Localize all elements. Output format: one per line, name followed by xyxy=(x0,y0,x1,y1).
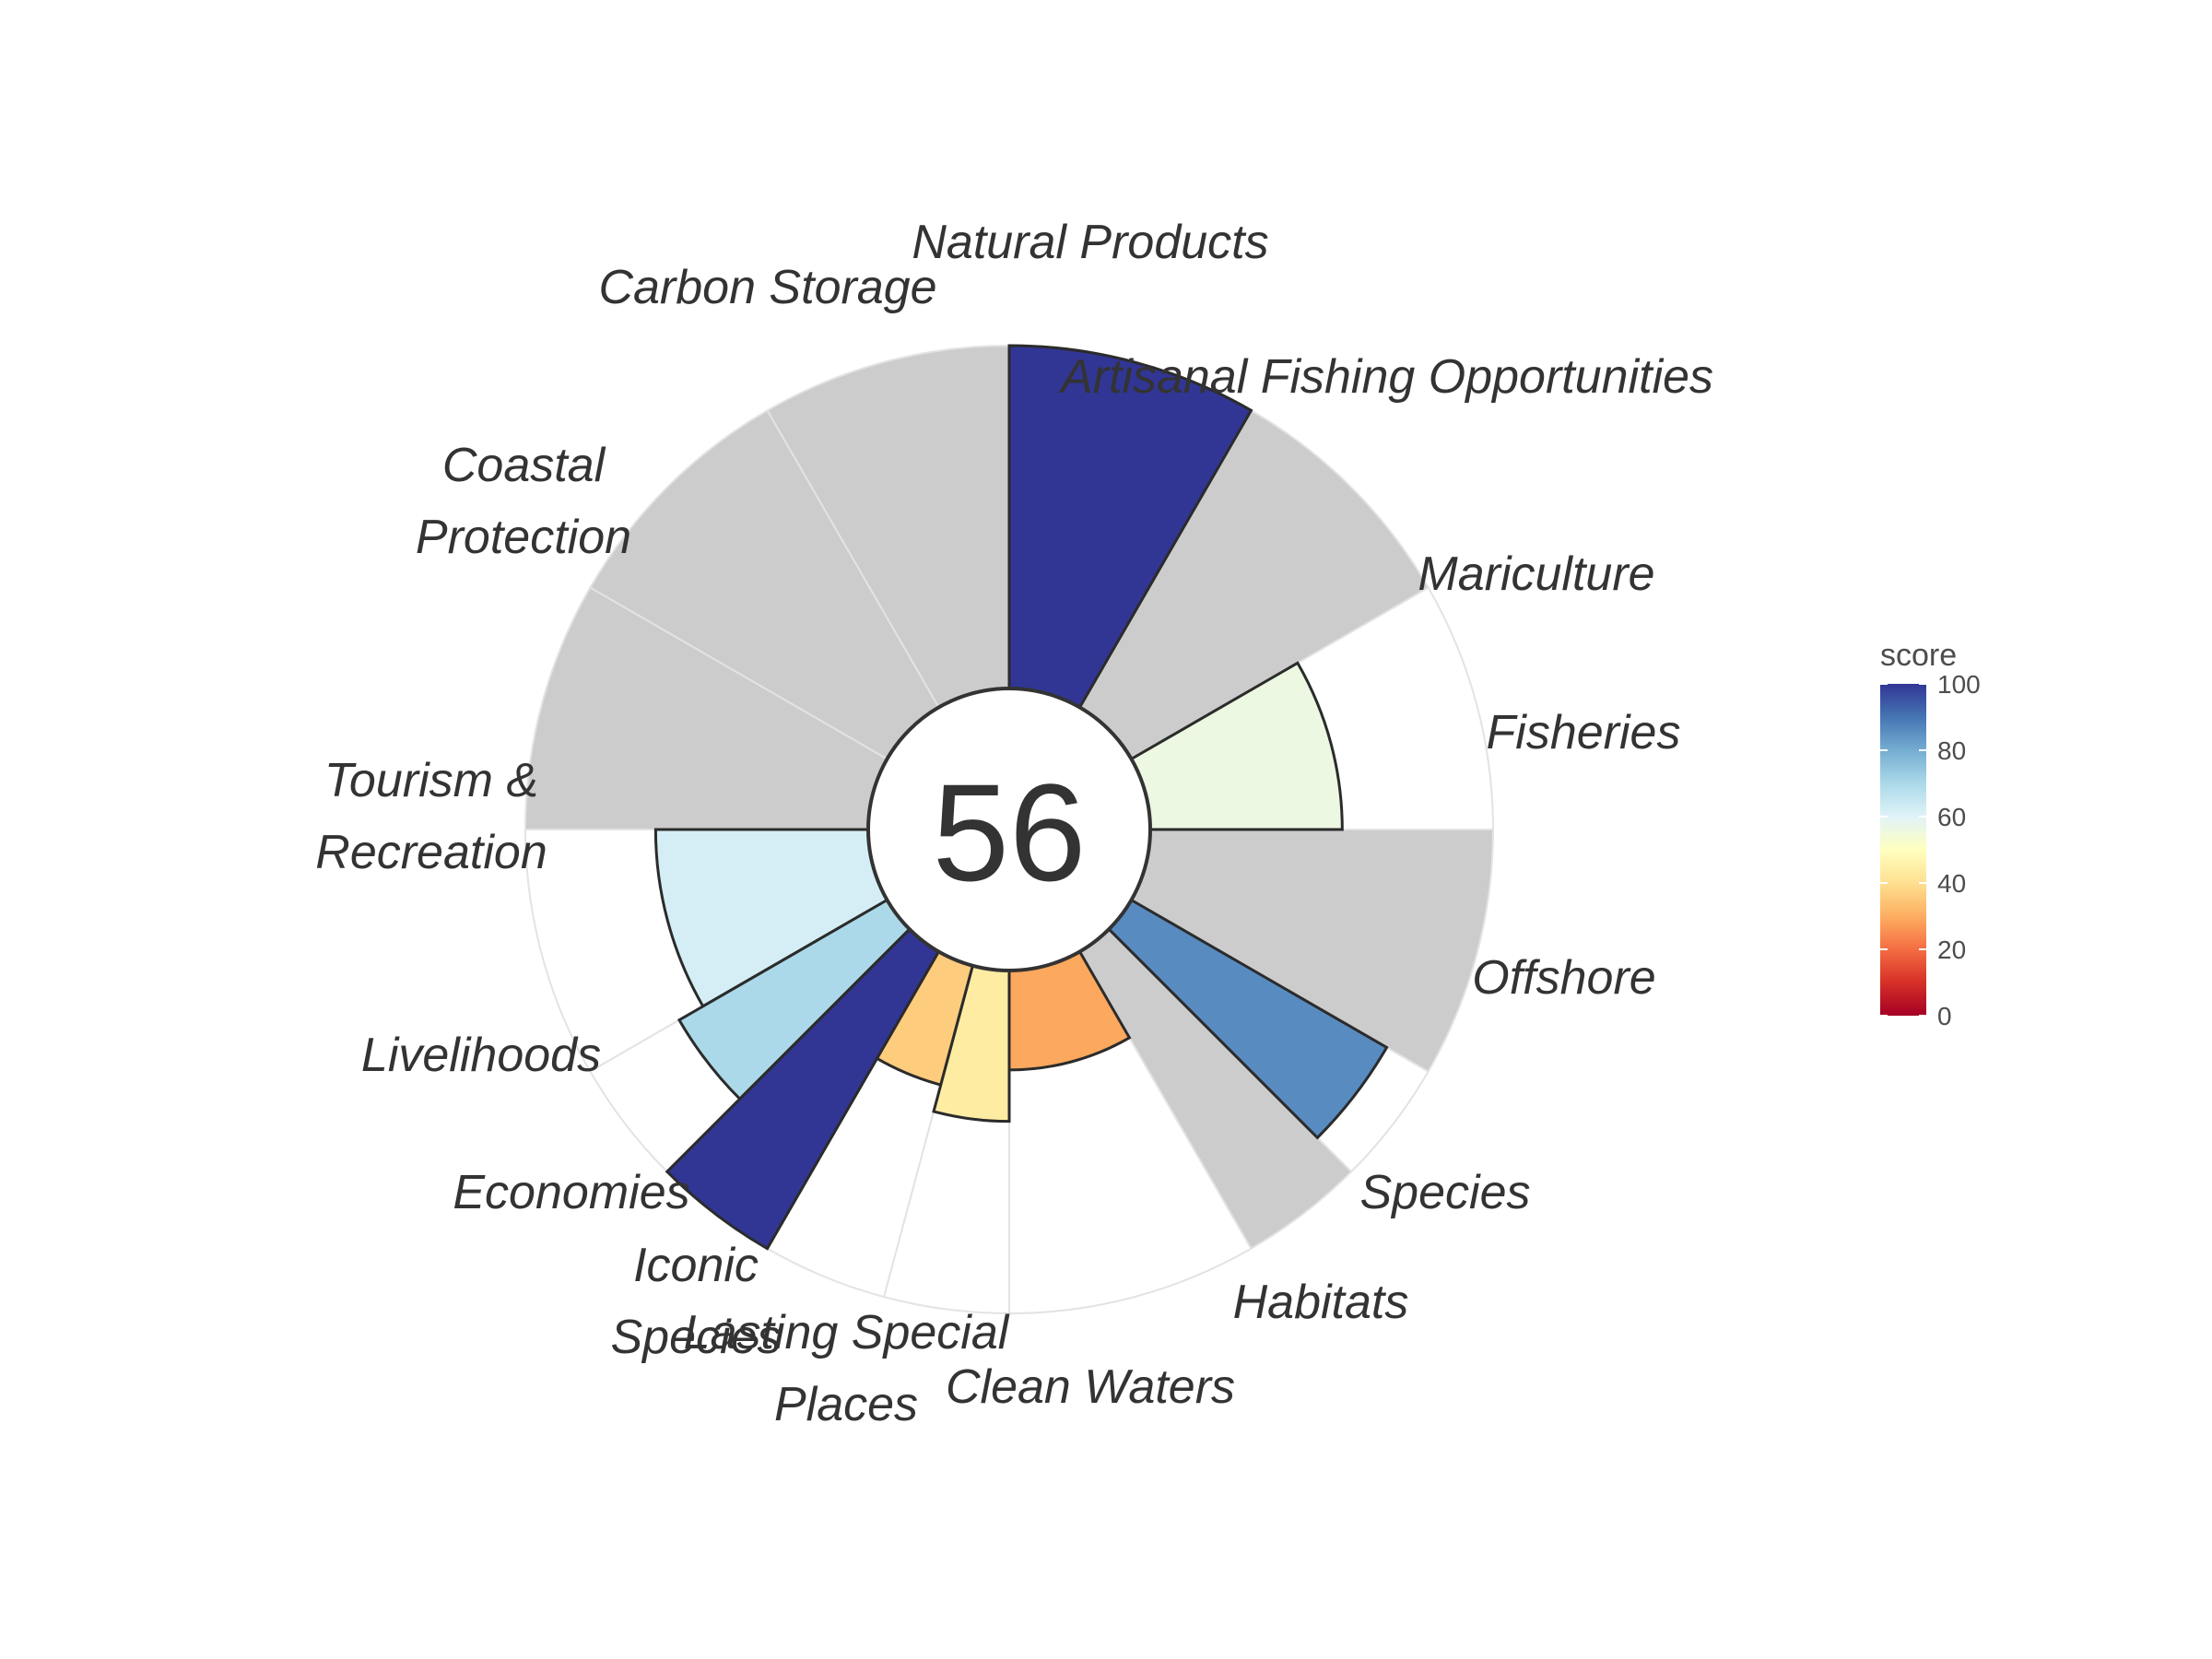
label-species: Species xyxy=(1360,1166,1531,1219)
label-mariculture: Mariculture xyxy=(1418,547,1654,601)
goal-labels: Fisheries Mariculture Artisanal Fishing Op… xyxy=(315,216,1713,1431)
legend-tick-label: 100 xyxy=(1937,670,1981,699)
overall-score: 56 xyxy=(933,755,1087,910)
label-habitats: Habitats xyxy=(1233,1276,1409,1329)
label-iconic-species: Iconic Species xyxy=(611,1239,782,1364)
legend-tick-label: 20 xyxy=(1937,935,1966,964)
label-carbon-storage: Carbon Storage xyxy=(598,261,936,314)
score-petals xyxy=(653,344,1389,1251)
legend-tick-label: 0 xyxy=(1937,1002,1952,1030)
label-economies: Economies xyxy=(453,1166,689,1219)
label-offshore: Offshore xyxy=(1472,951,1655,1005)
label-livelihoods: Livelihoods xyxy=(361,1029,601,1082)
legend-title: score xyxy=(1880,638,1957,673)
label-fisheries: Fisheries xyxy=(1487,706,1681,759)
score-legend: score 100 80 60 40 20 0 xyxy=(1880,638,1981,1030)
label-tourism-recreation: Tourism & Recreation xyxy=(315,754,547,879)
label-coastal-protection: Coastal Protection xyxy=(416,439,631,564)
legend-tick-label: 40 xyxy=(1937,869,1966,898)
label-natural-products: Natural Products xyxy=(912,216,1268,269)
legend-tick-label: 60 xyxy=(1937,803,1966,831)
label-artisanal-fishing: Artisanal Fishing Opportunities xyxy=(1058,350,1713,404)
center-disc: 56 xyxy=(866,687,1152,972)
legend-colorbar xyxy=(1880,684,1926,1016)
legend-tick-label: 80 xyxy=(1937,736,1966,765)
label-clean-waters: Clean Waters xyxy=(946,1360,1235,1414)
label-lasting-special-places: Lasting Special Places xyxy=(684,1306,1010,1431)
